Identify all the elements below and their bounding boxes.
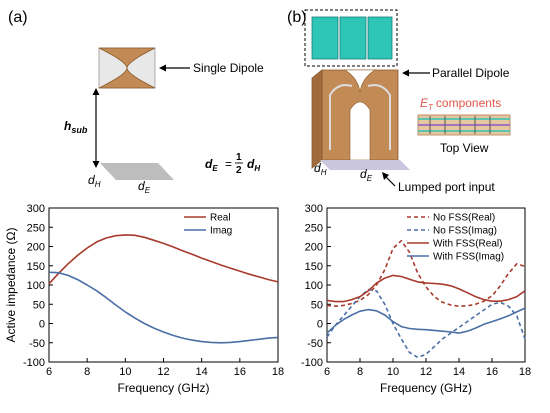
legend-label: Real bbox=[210, 213, 231, 224]
legend-label: No FSS(Imag) bbox=[433, 226, 497, 237]
ground-plane-b bbox=[320, 160, 410, 170]
top-view-illustration bbox=[417, 114, 511, 136]
ground-plane-a bbox=[100, 163, 174, 180]
y-tick-label: 200 bbox=[305, 242, 323, 254]
single-dipole-label: Single Dipole bbox=[193, 61, 264, 75]
d-h-label-b: dH bbox=[314, 161, 327, 177]
series-line-no-fss-imag- bbox=[326, 288, 526, 359]
equation: dE = 1 2 dH bbox=[205, 152, 260, 176]
y-tick-label: -50 bbox=[307, 338, 323, 350]
legend-label: No FSS(Real) bbox=[433, 213, 495, 224]
x-tick-label: 14 bbox=[196, 366, 208, 378]
svg-text:=: = bbox=[225, 157, 232, 171]
y-tick-label: -50 bbox=[29, 338, 45, 350]
y-tick-label: 250 bbox=[305, 222, 323, 234]
series-line-with-fss-imag- bbox=[326, 307, 526, 334]
y-tick-label: 0 bbox=[317, 319, 323, 331]
y-tick-label: -100 bbox=[23, 357, 45, 369]
svg-text:1: 1 bbox=[236, 152, 242, 163]
x-tick-label: 10 bbox=[387, 366, 399, 378]
legend-label: Imag bbox=[210, 226, 232, 237]
plot-frame bbox=[48, 207, 279, 363]
y-tick-label: 300 bbox=[27, 203, 45, 215]
svg-text:dH: dH bbox=[247, 157, 260, 173]
d-h-label-a: dH bbox=[88, 173, 101, 189]
parallel-dipole-label: Parallel Dipole bbox=[432, 66, 510, 80]
x-tick-label: 18 bbox=[519, 366, 531, 378]
y-tick-label: 50 bbox=[311, 299, 323, 311]
fss-illustration bbox=[304, 9, 398, 67]
x-axis-label: Frequency (GHz) bbox=[117, 381, 209, 395]
panel-label-b: (b) bbox=[287, 9, 307, 26]
et-components-label: ET components bbox=[420, 96, 501, 112]
parallel-dipole-illustration bbox=[311, 69, 399, 169]
x-tick-label: 16 bbox=[234, 366, 246, 378]
d-e-label-b: dE bbox=[360, 167, 373, 183]
y-tick-label: 150 bbox=[27, 261, 45, 273]
x-tick-label: 8 bbox=[84, 366, 90, 378]
svg-text:dE: dE bbox=[205, 157, 218, 173]
d-e-label-a: dE bbox=[138, 179, 151, 195]
panel-label-a: (a) bbox=[8, 9, 28, 26]
x-tick-label: 12 bbox=[157, 366, 169, 378]
y-tick-label: -100 bbox=[301, 357, 323, 369]
h-sub-label: hsub bbox=[64, 119, 88, 135]
x-tick-label: 10 bbox=[119, 366, 131, 378]
chart-a: 6 8 10 12 14 16 18 -100 -50 0 50 100 150 200 250 300 Fre… bbox=[4, 203, 284, 395]
y-tick-label: 100 bbox=[27, 280, 45, 292]
lumped-port-arrow bbox=[384, 175, 396, 187]
y-axis-label: Active impedance (Ω) bbox=[4, 227, 18, 342]
x-axis-label: Frequency (GHz) bbox=[380, 381, 472, 395]
lumped-port-label: Lumped port input bbox=[398, 180, 495, 194]
y-tick-label: 250 bbox=[27, 222, 45, 234]
x-tick-label: 14 bbox=[453, 366, 465, 378]
top-view-label: Top View bbox=[440, 141, 489, 155]
series-line-imag bbox=[48, 271, 279, 344]
single-dipole-illustration bbox=[98, 47, 156, 89]
series-line-real bbox=[48, 234, 279, 285]
y-tick-label: 100 bbox=[305, 280, 323, 292]
y-tick-label: 200 bbox=[27, 242, 45, 254]
x-tick-label: 16 bbox=[486, 366, 498, 378]
y-tick-label: 300 bbox=[305, 203, 323, 215]
legend-label: With FSS(Real) bbox=[433, 239, 502, 250]
svg-text:2: 2 bbox=[236, 165, 242, 176]
y-tick-label: 0 bbox=[39, 319, 45, 331]
y-tick-label: 50 bbox=[33, 299, 45, 311]
x-tick-label: 8 bbox=[357, 366, 363, 378]
x-tick-label: 6 bbox=[46, 366, 52, 378]
x-tick-label: 12 bbox=[420, 366, 432, 378]
chart-b: 6 8 10 12 14 16 18 -100 -50 0 50 100 150 200 250 300 Fre… bbox=[301, 203, 531, 395]
y-tick-label: 150 bbox=[305, 261, 323, 273]
x-tick-label: 18 bbox=[272, 366, 284, 378]
series-line-with-fss-real- bbox=[326, 274, 526, 303]
legend-label: With FSS(Imag) bbox=[433, 252, 504, 263]
x-tick-label: 6 bbox=[324, 366, 330, 378]
